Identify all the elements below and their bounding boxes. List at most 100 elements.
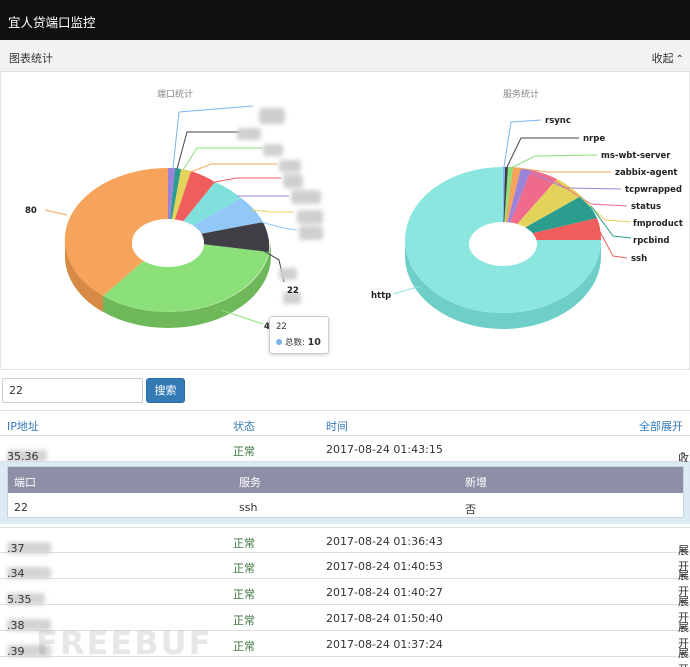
- row-toggle-label: 展开: [678, 647, 689, 667]
- chart-panel-header: 图表统计 收起 ⌃: [0, 40, 690, 72]
- service-chart-title: 服务统计: [503, 90, 540, 100]
- detail-header-new: 新增: [465, 476, 487, 489]
- port-slice-22[interactable]: [168, 222, 270, 252]
- row-ip-suffix: .38: [7, 619, 25, 632]
- tooltip-value: 10: [307, 337, 321, 348]
- redacted-ip-prefix: [7, 450, 47, 462]
- service-slice-rsync[interactable]: [503, 166, 505, 240]
- service-label-ssh: ssh: [631, 254, 647, 264]
- row-status: 正常: [233, 640, 255, 653]
- series-dot-icon: [276, 339, 282, 345]
- service-slice-zabbix[interactable]: [503, 167, 521, 240]
- row-ip-suffix: .34: [7, 567, 25, 580]
- row-status: 正常: [233, 537, 255, 550]
- table-row[interactable]: 35.36 正常 2017-08-24 01:43:15 收起 ⌃: [0, 436, 690, 481]
- chevron-down-icon: ⌄: [678, 619, 688, 632]
- row-toggle-label: 展开: [678, 544, 689, 573]
- chart-tooltip: 22 总数: 10: [269, 316, 329, 354]
- service-label-fmproduct: fmproduct: [633, 219, 683, 229]
- header-ip[interactable]: IP地址: [7, 420, 39, 433]
- service-label-http: http: [371, 291, 391, 301]
- detail-new: 否: [465, 503, 476, 516]
- chevron-down-icon: ⌄: [678, 542, 688, 555]
- chevron-up-icon: ⌃: [678, 450, 688, 463]
- table-header: IP地址 状态 时间 全部展开: [0, 410, 690, 436]
- panel-title: 图表统计: [9, 52, 53, 65]
- service-label-nrpe: nrpe: [583, 134, 605, 144]
- expand-all-link[interactable]: 全部展开: [639, 420, 683, 433]
- port-slice-80[interactable]: [64, 167, 168, 296]
- redacted-ip-prefix: [7, 567, 51, 579]
- row-time: 2017-08-24 01:40:53: [326, 560, 443, 573]
- row-ip-suffix: .39: [7, 645, 25, 658]
- redacted-ip-prefix: [7, 593, 45, 605]
- port-label-80: 80: [25, 206, 37, 216]
- row-ip-suffix: 35.36: [7, 450, 39, 463]
- service-donut-chart[interactable]: [392, 119, 632, 329]
- port-label-22: 22: [287, 286, 299, 296]
- row-time: 2017-08-24 01:37:24: [326, 638, 443, 651]
- table-row[interactable]: .34 正常 2017-08-24 01:40:53 展开 ⌄: [0, 553, 690, 598]
- row-ip-suffix: 5.35: [7, 593, 32, 606]
- chevron-down-icon: ⌄: [678, 645, 688, 658]
- row-time: 2017-08-24 01:43:15: [326, 443, 443, 456]
- row-ip-suffix: .37: [7, 542, 25, 555]
- port-slice-443[interactable]: [103, 240, 269, 312]
- row-status: 正常: [233, 614, 255, 627]
- search-button[interactable]: 搜索: [146, 378, 185, 403]
- header-time[interactable]: 时间: [326, 420, 348, 433]
- row-time: 2017-08-24 01:50:40: [326, 612, 443, 625]
- service-slice-fmproduct[interactable]: [503, 179, 581, 240]
- table-row[interactable]: .38 正常 2017-08-24 01:50:40 展开 ⌄: [0, 605, 690, 650]
- chevron-down-icon: ⌄: [678, 593, 688, 606]
- tooltip-port: 22: [276, 322, 287, 332]
- redacted-ip-prefix: [7, 542, 51, 554]
- row-toggle-label: 展开: [678, 595, 689, 624]
- service-slice-mswbt[interactable]: [503, 166, 513, 240]
- watermark-logo: FREEBUF: [36, 624, 213, 662]
- table-row[interactable]: .37 正常 2017-08-24 01:36:43 展开 ⌄: [0, 527, 690, 573]
- search-input[interactable]: 22: [2, 378, 143, 403]
- row-time: 2017-08-24 01:40:27: [326, 586, 443, 599]
- port-donut-chart[interactable]: [44, 105, 323, 328]
- row-status: 正常: [233, 588, 255, 601]
- charts-area: 端口统计 服务统计: [0, 72, 690, 370]
- redacted-ip-prefix: [7, 645, 51, 657]
- top-navbar: 宜人贷端口监控: [0, 0, 690, 40]
- table-row[interactable]: 5.35 正常 2017-08-24 01:40:27 展开 ⌄: [0, 579, 690, 624]
- row-time: 2017-08-24 01:36:43: [326, 535, 443, 548]
- service-label-zabbix-agent: zabbix-agent: [615, 168, 677, 178]
- chevron-up-icon: ⌃: [675, 54, 684, 65]
- port-chart-title: 端口统计: [157, 90, 194, 100]
- service-slice-status[interactable]: [503, 170, 557, 240]
- row-toggle-label: 展开: [678, 569, 689, 598]
- collapse-panel-button[interactable]: 收起 ⌃: [652, 50, 684, 66]
- service-label-rsync: rsync: [545, 116, 571, 126]
- service-label-rpcbind: rpcbind: [633, 236, 669, 246]
- service-slice-tcpwrapped[interactable]: [503, 168, 531, 240]
- detail-table: 端口 服务 新增 22 ssh 否: [7, 466, 684, 518]
- app-title[interactable]: 宜人贷端口监控: [8, 15, 96, 30]
- service-label-status: status: [631, 202, 661, 212]
- service-label-tcpwrapped: tcpwrapped: [625, 185, 682, 195]
- detail-header-port: 端口: [14, 476, 36, 489]
- table-row[interactable]: .39 正常 2017-08-24 01:37:24 展开 ⌄: [0, 631, 690, 667]
- row-toggle-label: 展开: [678, 621, 689, 650]
- charts-svg: 80 443 22 rsync nrpe ms-wbt-server zabbi…: [25, 105, 683, 332]
- redacted-ip-prefix: [7, 619, 51, 631]
- detail-header: 端口 服务 新增: [8, 467, 683, 493]
- row-status: 正常: [233, 562, 255, 575]
- chevron-down-icon: ⌄: [678, 567, 688, 580]
- tooltip-value-line: 总数: 10: [276, 336, 321, 348]
- row-status: 正常: [233, 445, 255, 458]
- port-labels-redacted: [237, 108, 323, 304]
- detail-port: 22: [14, 501, 28, 514]
- collapse-label: 收起: [651, 52, 674, 65]
- tooltip-series-label: 总数:: [285, 338, 305, 348]
- header-status[interactable]: 状态: [233, 420, 255, 433]
- detail-header-service: 服务: [239, 476, 261, 489]
- row-detail-panel: 端口 服务 新增 22 ssh 否: [0, 462, 690, 524]
- detail-service: ssh: [239, 501, 258, 514]
- service-label-ms-wbt-server: ms-wbt-server: [601, 151, 671, 161]
- service-slice-nrpe[interactable]: [503, 166, 508, 240]
